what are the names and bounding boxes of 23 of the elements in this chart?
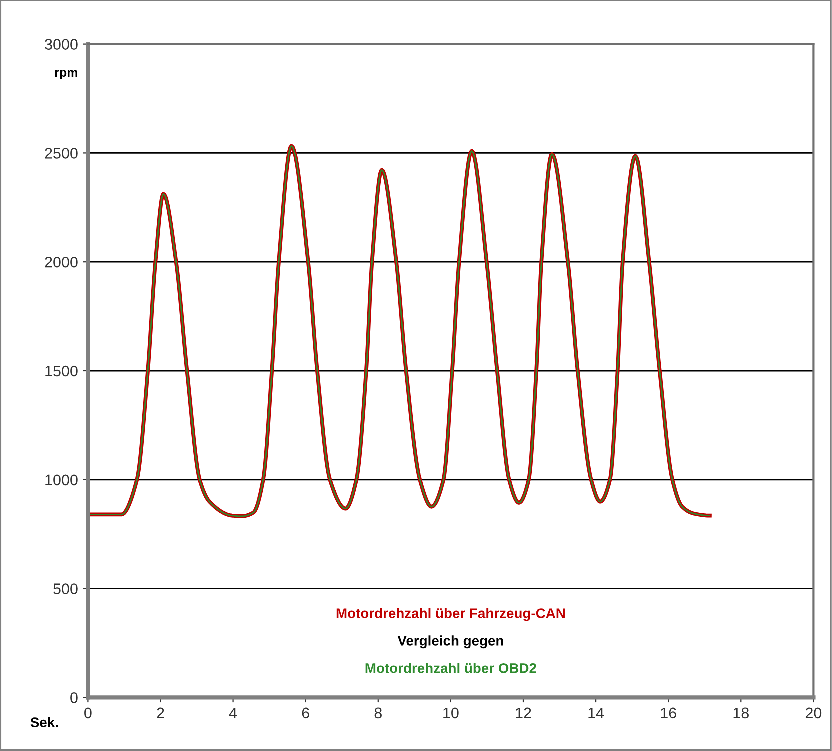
x-tick-label: 4 xyxy=(229,708,238,718)
x-tick-label: 18 xyxy=(734,708,749,719)
x-axis-title: Sek. xyxy=(30,717,58,728)
y-tick-label: 3000 xyxy=(45,39,78,50)
annotation: Vergleich gegen xyxy=(398,636,504,649)
y-tick-label: 500 xyxy=(54,584,78,594)
x-tick-label: 0 xyxy=(84,708,92,719)
y-tick-label: 1500 xyxy=(46,366,78,377)
x-tick-label: 10 xyxy=(444,708,459,719)
text: Motordrehzahl über OBD2 xyxy=(366,663,536,674)
y-tick-label: 2500 xyxy=(45,148,78,159)
y-tick-label: 2000 xyxy=(45,256,78,268)
text: Motordrehzahl über Fahrzeug-CAN xyxy=(336,608,565,622)
y-axis-title: rpm xyxy=(55,70,78,80)
x-tick-label: 16 xyxy=(661,708,676,719)
x-tick-label: 20 xyxy=(806,708,822,719)
x-tick-label: 2 xyxy=(157,708,164,718)
x-tick-label: 12 xyxy=(516,708,532,718)
x-tick-label: 6 xyxy=(302,708,310,719)
y-tick-label: 1000 xyxy=(46,474,78,486)
x-tick-label: 14 xyxy=(588,708,604,718)
y-tick-label: 0 xyxy=(70,692,78,704)
x-tick-label: 8 xyxy=(374,708,382,719)
